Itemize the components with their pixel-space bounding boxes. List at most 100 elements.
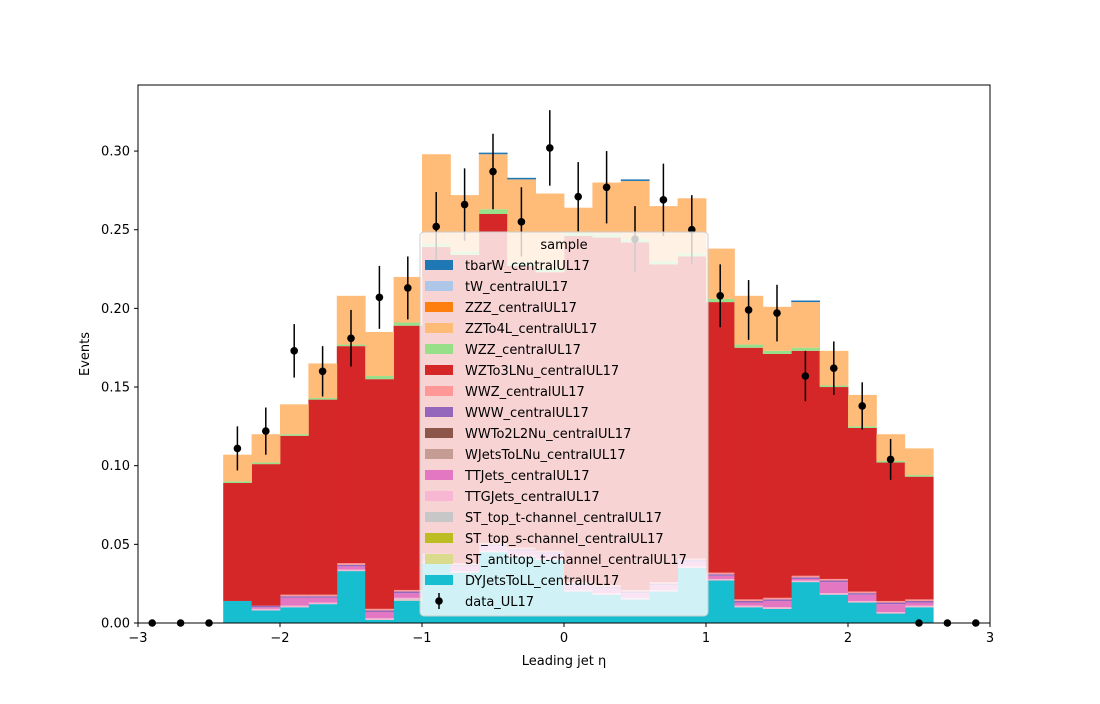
bar-segment <box>251 605 281 608</box>
legend-entry: tW_centralUL17 <box>425 280 568 295</box>
legend-entry: ST_top_t-channel_centralUL17 <box>425 511 662 526</box>
bar-segment <box>336 571 366 623</box>
bar-segment <box>706 578 735 581</box>
bar-segment <box>251 464 281 606</box>
y-tick-label: 0.15 <box>101 381 130 396</box>
bar-segment <box>336 346 366 564</box>
legend-swatch <box>425 260 453 270</box>
legend-swatch <box>425 302 453 312</box>
bar-segment <box>876 611 906 614</box>
bar-segment <box>251 607 281 609</box>
legend-label: WZTo3LNu_centralUL17 <box>465 364 619 379</box>
bar-segment <box>791 302 820 348</box>
data-marker <box>744 306 753 314</box>
bar-segment <box>365 618 394 620</box>
bar-segment <box>762 600 792 608</box>
legend-entry-data: data_UL17 <box>435 593 534 610</box>
legend-swatch <box>425 281 453 291</box>
data-marker <box>460 200 469 209</box>
data-point <box>886 438 895 480</box>
legend-entry: TTJets_centralUL17 <box>425 469 590 484</box>
bar-segment <box>365 379 394 609</box>
data-marker <box>432 222 441 231</box>
data-point <box>460 168 469 241</box>
bar-segment <box>791 580 820 583</box>
bar-segment <box>336 564 366 567</box>
bar-segment <box>819 580 849 583</box>
legend-label: TTGJets_centralUL17 <box>464 490 600 505</box>
bar-segment <box>904 602 934 606</box>
bar-segment <box>393 593 423 598</box>
y-tick-label: 0.05 <box>101 538 130 553</box>
y-tick-label: 0.25 <box>101 223 130 238</box>
bar-segment <box>734 600 764 603</box>
bar-segment <box>819 582 849 594</box>
legend-swatch <box>425 512 453 522</box>
bar-segment <box>904 605 934 608</box>
bar-segment <box>819 594 849 623</box>
bar-segment <box>223 482 252 601</box>
legend-label: WWW_centralUL17 <box>465 406 589 421</box>
legend-swatch <box>425 470 453 480</box>
data-marker <box>262 427 270 435</box>
legend-swatch <box>425 407 453 417</box>
data-point <box>773 284 781 342</box>
bar-segment <box>848 427 877 592</box>
bar-segment <box>308 398 338 400</box>
x-axis-label: Leading jet η <box>522 654 607 669</box>
bar-segment <box>280 594 309 597</box>
bar-segment <box>336 569 366 572</box>
data-point <box>290 324 299 378</box>
y-tick-label: 0.20 <box>101 302 130 317</box>
bar-segment <box>223 600 252 623</box>
data-point <box>602 151 611 224</box>
bar-segment <box>734 605 764 608</box>
legend-entry: WWTo2L2Nu_centralUL17 <box>425 427 631 442</box>
legend-swatch <box>425 449 453 459</box>
data-marker <box>489 167 497 176</box>
legend-label: WWZ_centralUL17 <box>465 385 585 400</box>
bar-segment <box>365 611 394 619</box>
bar-segment <box>251 610 281 623</box>
bar-segment <box>308 602 338 605</box>
data-marker <box>546 144 554 152</box>
bar-segment <box>308 594 338 597</box>
bar-segment <box>904 476 934 600</box>
data-marker <box>858 402 866 410</box>
series-st-top-t-channel-centralul17 <box>393 599 423 601</box>
bar-segment <box>308 596 338 598</box>
legend-label: DYJetsToLL_centralUL17 <box>465 574 619 589</box>
data-point <box>801 350 810 402</box>
data-marker <box>830 364 838 372</box>
bar-segment <box>876 600 906 603</box>
data-marker <box>886 455 895 464</box>
bar-segment <box>251 462 281 465</box>
legend-label: ZZTo4L_centralUL17 <box>465 322 597 337</box>
bar-segment <box>308 604 338 623</box>
bar-segment <box>848 602 877 623</box>
legend-label: ZZZ_centralUL17 <box>465 301 577 316</box>
data-marker <box>347 334 355 343</box>
legend-swatch <box>425 491 453 501</box>
bar-segment <box>706 580 735 623</box>
y-axis-label: Events <box>78 332 93 376</box>
bar-segment <box>223 481 252 483</box>
data-point <box>262 407 270 455</box>
legend-entry: ZZTo4L_centralUL17 <box>425 322 597 337</box>
bar-segment <box>308 399 338 595</box>
bar-segment <box>280 597 309 606</box>
legend-entry: WZZ_centralUL17 <box>425 343 581 358</box>
legend-swatch <box>425 533 453 543</box>
bar-segment <box>734 607 764 623</box>
bar-segment <box>393 325 423 590</box>
bar-segment <box>848 593 877 595</box>
data-point <box>233 426 242 471</box>
legend-label: WZZ_centralUL17 <box>465 343 581 358</box>
legend-swatch <box>425 365 453 375</box>
legend-entry: TTGJets_centralUL17 <box>425 490 600 505</box>
bar-segment <box>393 599 423 601</box>
y-tick-label: 0.30 <box>101 145 130 160</box>
legend-label: data_UL17 <box>465 595 534 610</box>
legend-title: sample <box>540 238 587 253</box>
bar-segment <box>819 578 849 581</box>
